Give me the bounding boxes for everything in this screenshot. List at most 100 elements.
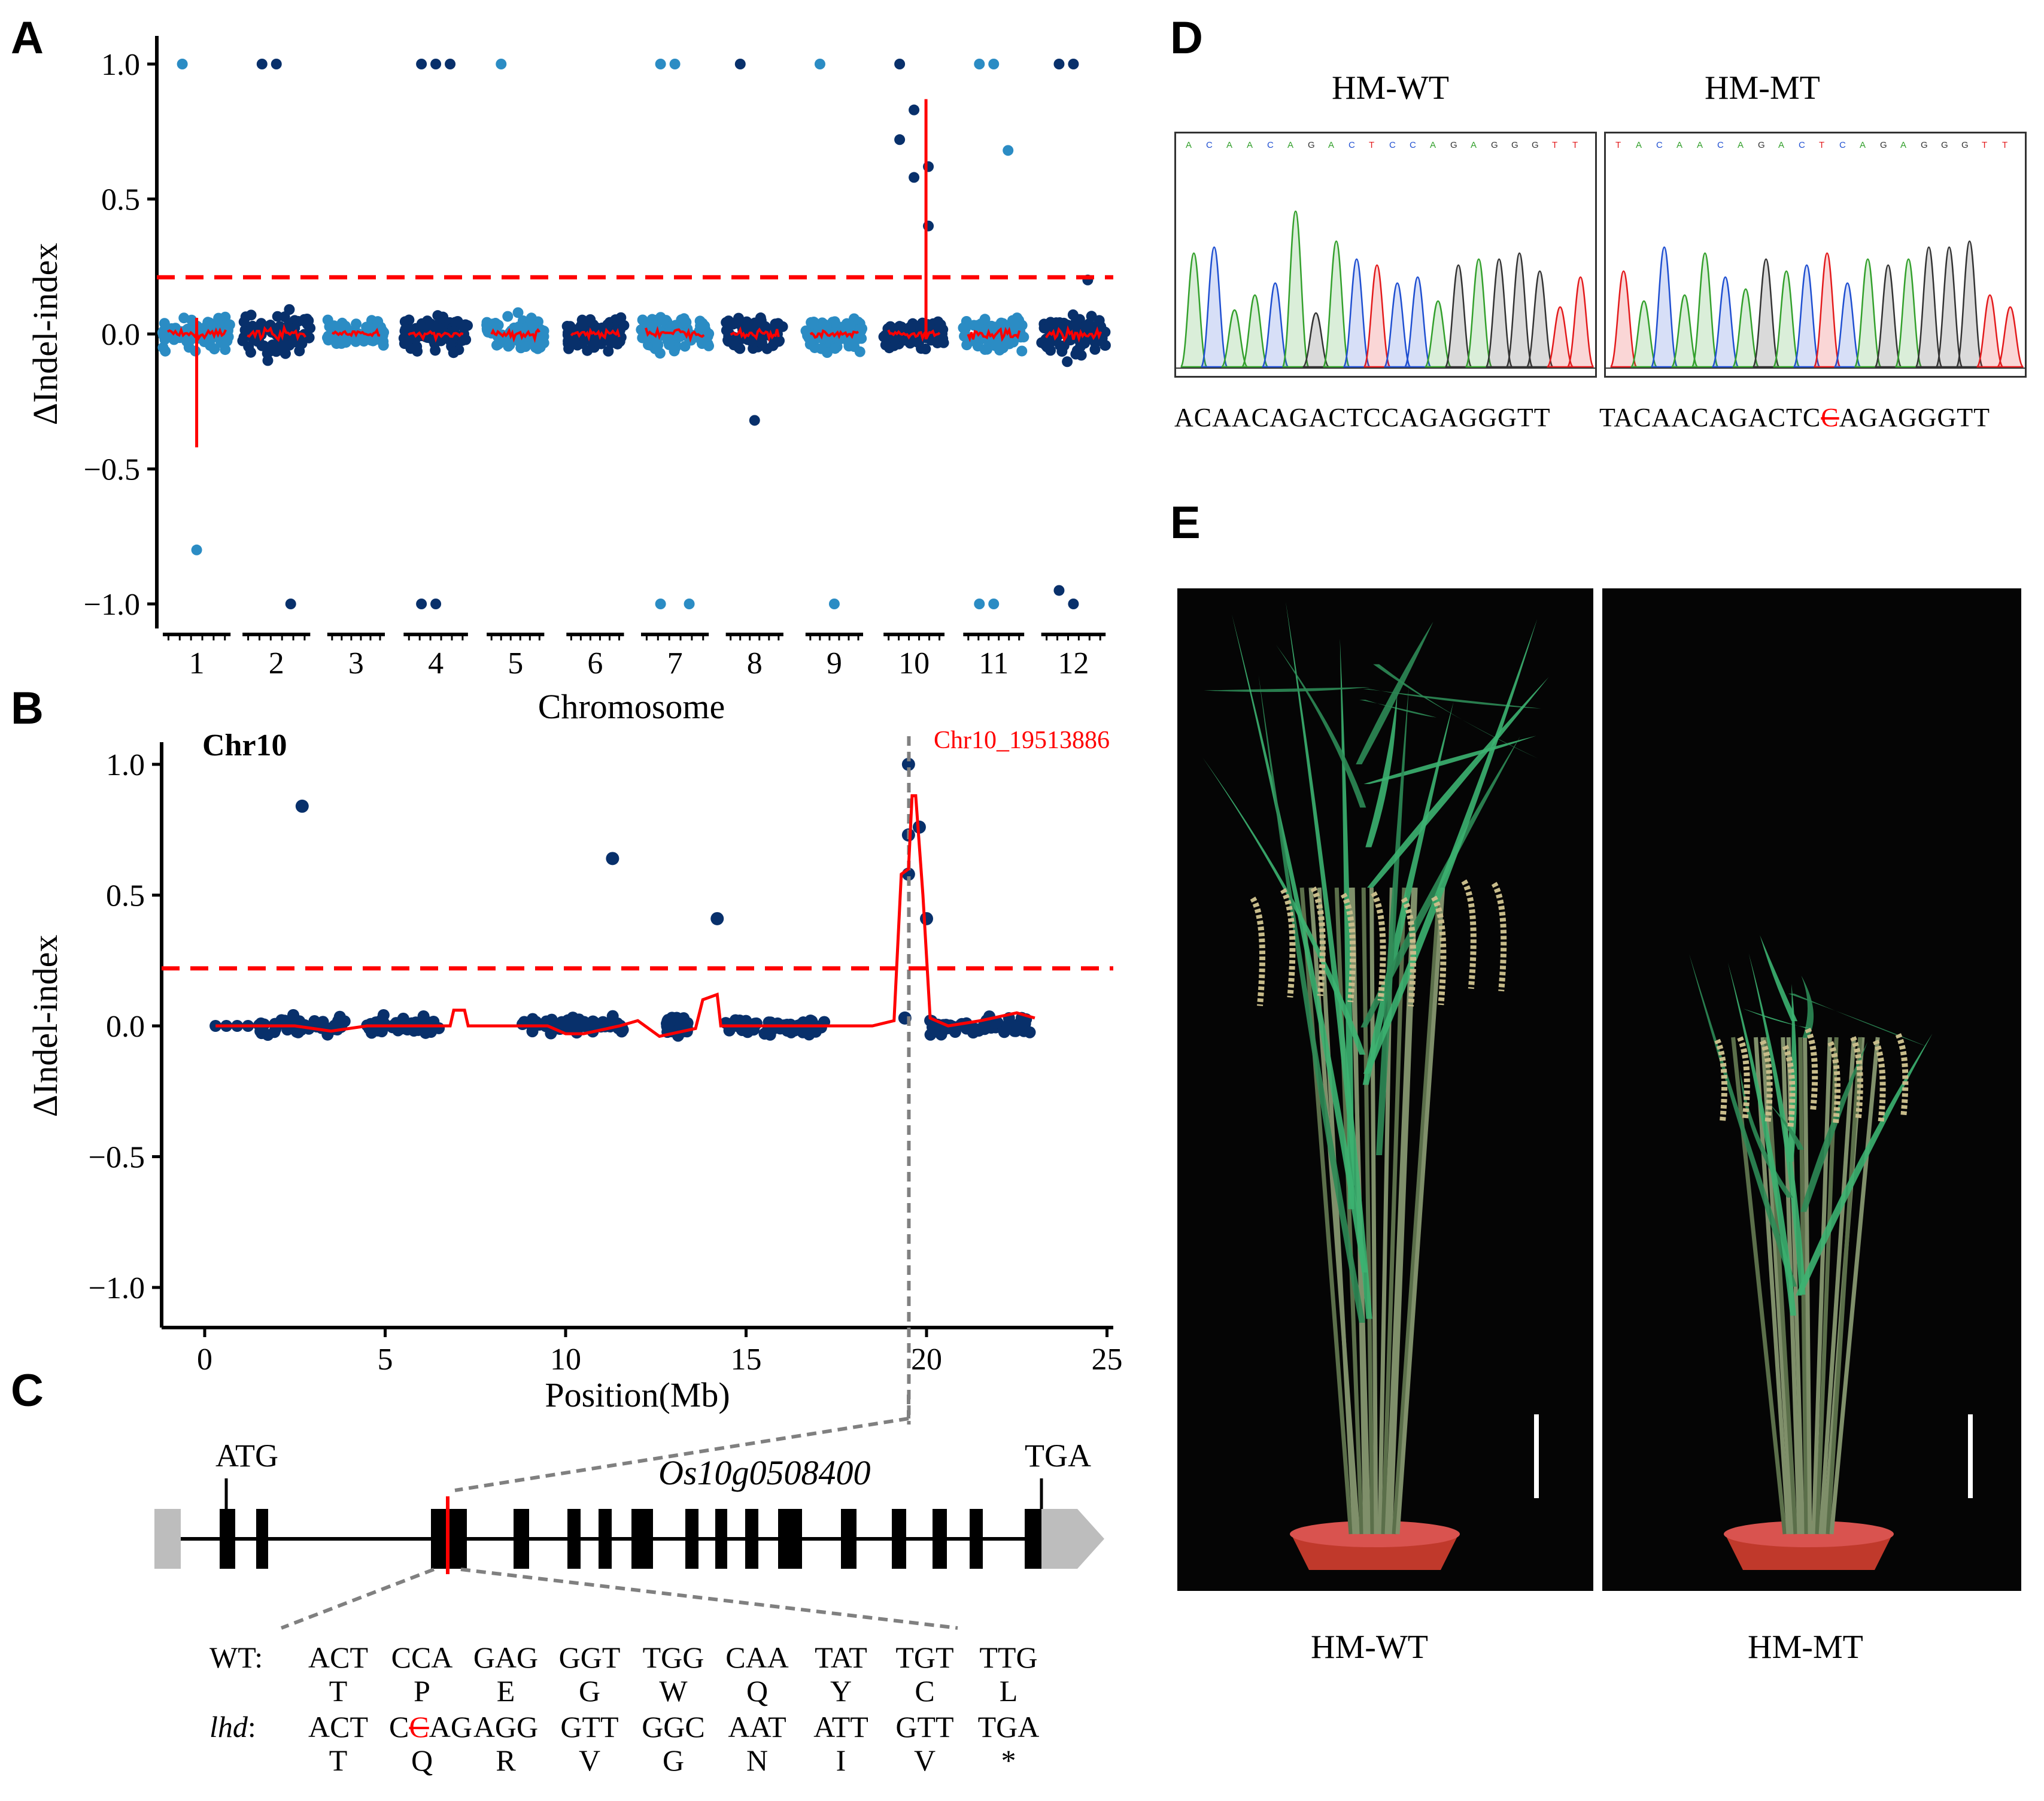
data-point [878, 331, 889, 342]
data-point [854, 332, 865, 343]
data-point [1016, 345, 1028, 357]
outlier-point [909, 104, 920, 116]
mt-photo-label: HM-MT [1748, 1629, 1863, 1666]
chromatogram-peak [1424, 300, 1452, 368]
mt-sequence-suffix: AGAGGGTT [1839, 403, 1991, 432]
stem [1818, 1037, 1856, 1535]
leaf [1767, 1101, 1804, 1150]
data-point [267, 339, 278, 351]
data-point [399, 325, 411, 336]
chromatogram-peak [1609, 270, 1638, 368]
data-point [800, 325, 812, 336]
outlier-point [271, 59, 282, 69]
codon-cell: T [329, 1674, 348, 1708]
panicle [1461, 879, 1477, 989]
chromatogram-peak [1772, 270, 1800, 368]
data-point [803, 1028, 815, 1041]
wt-chromatogram-title: HM-WT [1332, 69, 1449, 107]
chromatogram-peak [1343, 258, 1371, 368]
codon-cell: R [496, 1744, 516, 1777]
base-call: A [1287, 140, 1293, 150]
exon [778, 1509, 802, 1569]
leaf [1743, 1009, 1811, 1028]
base-call: A [1697, 140, 1703, 150]
codon-cell: L [999, 1674, 1018, 1708]
data-point [405, 343, 417, 354]
codon-cell: GGT [558, 1641, 621, 1674]
data-point [938, 337, 949, 348]
data-point [1010, 321, 1022, 332]
base-call: C [1656, 140, 1663, 150]
stop-codon-label: TGA [1025, 1438, 1091, 1474]
data-point [925, 335, 937, 346]
smooth-line [247, 323, 306, 342]
base-call: G [1532, 140, 1539, 150]
stem [1811, 1037, 1832, 1535]
data-point [181, 336, 193, 347]
data-point [1094, 315, 1105, 326]
chromatogram-peak [1752, 258, 1780, 368]
data-point [276, 345, 287, 356]
panel-letter-c: C [11, 1365, 44, 1416]
data-point [520, 341, 531, 353]
data-point [372, 316, 384, 327]
base-call: A [1226, 140, 1232, 150]
gene-name-label: Os10g0508400 [658, 1453, 870, 1492]
stem [1826, 1037, 1863, 1535]
data-point [1045, 317, 1056, 328]
exon [599, 1509, 612, 1569]
chromatogram-peak [1854, 258, 1882, 368]
codon-cell: G [578, 1674, 601, 1708]
data-point [710, 912, 724, 925]
data-point [721, 317, 732, 328]
base-call: G [1758, 140, 1765, 150]
chromatogram-peak [1650, 246, 1678, 368]
outlier-point [894, 134, 906, 145]
data-point [445, 336, 456, 347]
panel-letter-d: D [1170, 13, 1203, 63]
chromatogram-peak [1996, 306, 2024, 368]
stem [1803, 1037, 1812, 1535]
mt-label-colon: : [247, 1710, 256, 1744]
data-point [830, 343, 841, 354]
utr-5prime [154, 1509, 181, 1569]
data-point [679, 341, 691, 352]
gene-structure-diagram: ATG TGA Os10g0508400 [154, 1395, 1104, 1630]
data-point [295, 799, 309, 813]
data-point [734, 343, 746, 354]
codon-cell: TAT [815, 1641, 867, 1674]
chromatogram-peak [1874, 264, 1902, 368]
data-point [569, 1022, 581, 1035]
chromatogram-peak [1485, 258, 1513, 368]
wt-plant-photo [1177, 588, 1593, 1591]
codon-cell: AGG [473, 1710, 539, 1744]
exon [892, 1509, 906, 1569]
outlier-point [974, 59, 985, 69]
data-point [1004, 338, 1015, 350]
codon-cell: GTT [560, 1710, 619, 1744]
base-call: A [1860, 140, 1866, 150]
base-call: C [1206, 140, 1213, 150]
stem [1308, 887, 1360, 1535]
data-point [756, 338, 767, 349]
locus-annotation: Chr10_19513886 [934, 727, 1110, 754]
data-point [788, 1024, 801, 1037]
outlier-point [828, 599, 840, 609]
data-point [170, 323, 181, 334]
data-point [596, 338, 607, 350]
data-point [157, 342, 169, 353]
panicle [1250, 896, 1265, 1006]
base-call: A [1676, 140, 1682, 150]
base-call: A [1636, 140, 1642, 150]
chromatogram-peak [1465, 258, 1493, 368]
y-tick-label: 1.0 [101, 48, 140, 82]
data-point [403, 314, 415, 326]
codon-cell: W [659, 1674, 688, 1708]
stem [1395, 887, 1445, 1535]
data-point [502, 311, 514, 322]
chromatogram-peak [1526, 270, 1554, 368]
leaf [1800, 1041, 1868, 1212]
codon-cell: G [662, 1744, 685, 1777]
